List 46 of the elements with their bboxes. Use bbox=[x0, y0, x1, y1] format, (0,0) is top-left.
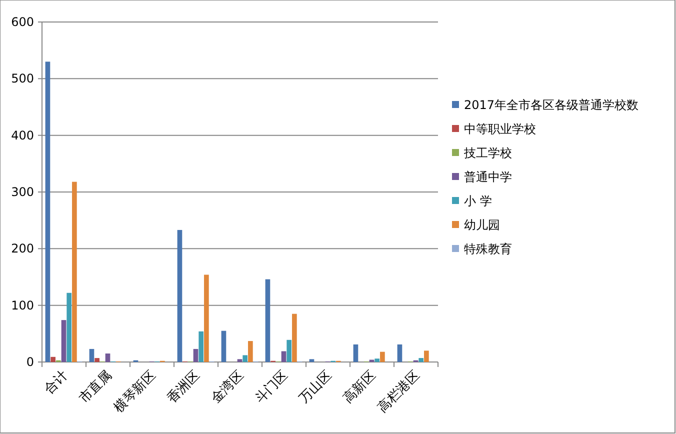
bar bbox=[89, 348, 94, 362]
legend-label: 中等职业学校 bbox=[464, 122, 536, 136]
bar bbox=[265, 279, 270, 362]
legend-label: 2017年全市各区各级普通学校数 bbox=[464, 98, 639, 112]
bar bbox=[292, 314, 297, 362]
x-tick-label: 万山区 bbox=[296, 368, 335, 406]
bar bbox=[286, 340, 292, 362]
bar bbox=[198, 331, 204, 362]
x-tick-label: 斗门区 bbox=[252, 368, 291, 406]
y-tick-label: 300 bbox=[11, 185, 34, 199]
bar bbox=[204, 274, 209, 362]
y-tick-label: 0 bbox=[26, 355, 34, 369]
y-tick-label: 400 bbox=[11, 128, 34, 142]
x-tick-label: 香洲区 bbox=[164, 368, 203, 406]
y-tick-label: 200 bbox=[11, 242, 34, 256]
y-tick-label: 500 bbox=[11, 72, 34, 86]
bar bbox=[309, 359, 314, 362]
bar bbox=[248, 341, 253, 362]
bar bbox=[397, 344, 402, 362]
bar bbox=[177, 230, 182, 362]
bar bbox=[72, 182, 77, 362]
bar bbox=[193, 348, 198, 362]
x-tick-label: 金湾区 bbox=[208, 368, 247, 406]
bar bbox=[424, 350, 429, 362]
bar bbox=[242, 355, 248, 362]
bar bbox=[353, 344, 358, 362]
bar bbox=[50, 356, 56, 362]
legend-label: 特殊教育 bbox=[464, 242, 512, 256]
bar bbox=[221, 330, 226, 362]
bar bbox=[281, 351, 286, 362]
y-tick-label: 100 bbox=[11, 298, 34, 312]
bar bbox=[105, 354, 110, 362]
bar bbox=[66, 292, 72, 362]
bar bbox=[418, 358, 424, 362]
legend-label: 技工学校 bbox=[463, 146, 512, 160]
bar bbox=[61, 320, 66, 362]
bar bbox=[45, 62, 50, 362]
bar bbox=[237, 359, 242, 362]
bar bbox=[380, 352, 385, 362]
legend-label: 普通中学 bbox=[464, 170, 512, 184]
legend-label: 幼儿园 bbox=[464, 218, 500, 232]
bar bbox=[94, 358, 100, 362]
x-tick-label: 合计 bbox=[42, 368, 71, 398]
legend-label: 小 学 bbox=[464, 194, 492, 208]
y-tick-label: 600 bbox=[11, 15, 34, 29]
bar bbox=[374, 358, 380, 362]
